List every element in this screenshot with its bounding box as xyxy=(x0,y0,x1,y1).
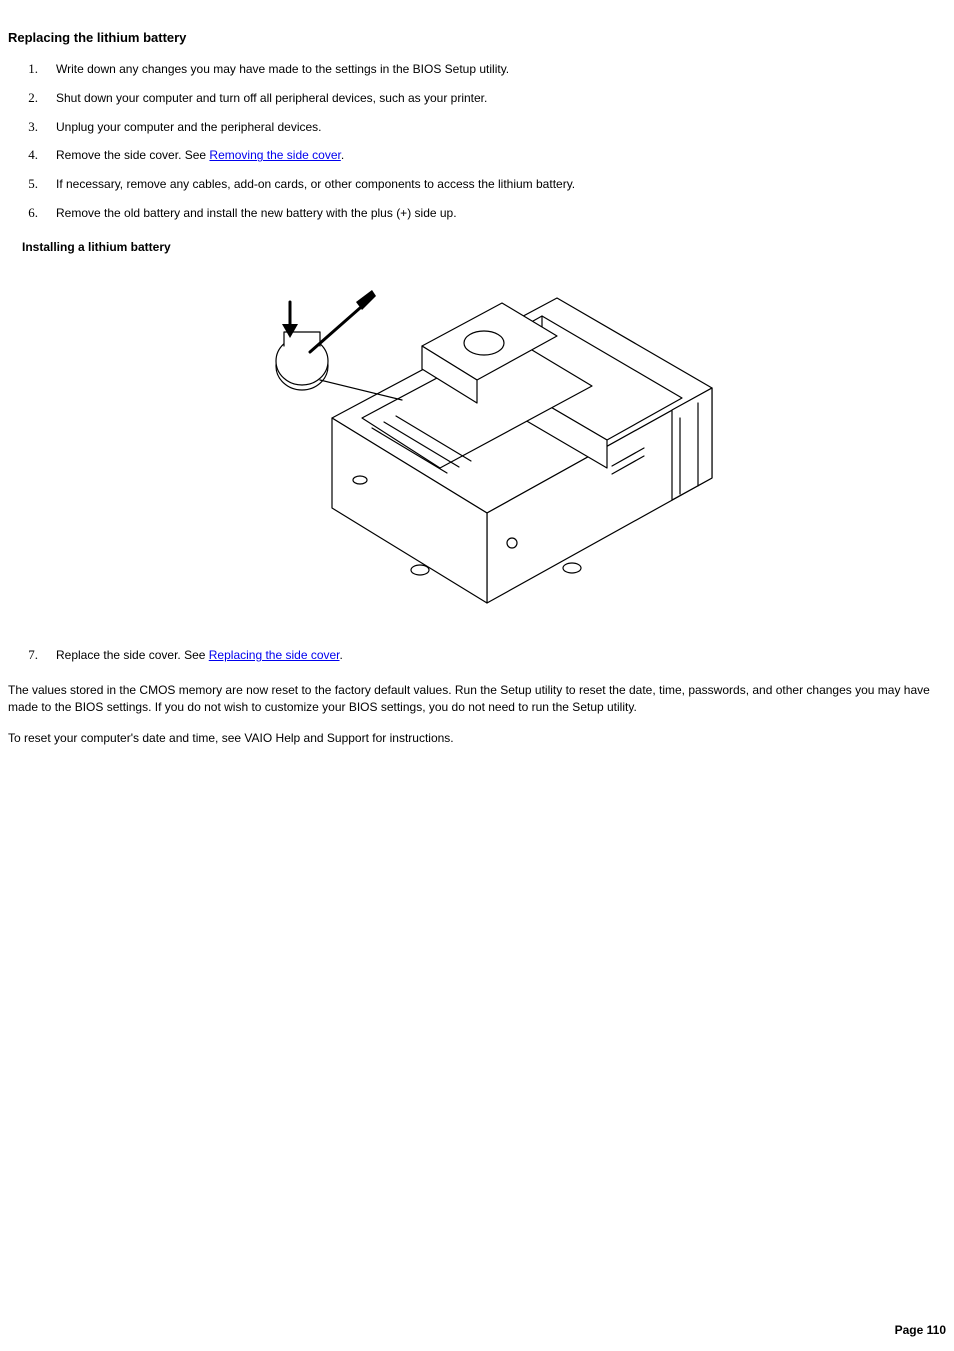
step-number: 3. xyxy=(8,119,56,135)
step-item: 5. If necessary, remove any cables, add-… xyxy=(8,176,946,193)
step-text: Remove the old battery and install the n… xyxy=(56,205,946,222)
step-number: 5. xyxy=(8,176,56,192)
step-item: 1. Write down any changes you may have m… xyxy=(8,61,946,78)
step-text-pre: Remove the side cover. See xyxy=(56,148,209,162)
step-number: 4. xyxy=(8,147,56,163)
step-number: 2. xyxy=(8,90,56,106)
step-text: Unplug your computer and the peripheral … xyxy=(56,119,946,136)
body-paragraph: To reset your computer's date and time, … xyxy=(8,730,946,747)
step-item: 3. Unplug your computer and the peripher… xyxy=(8,119,946,136)
step-text-pre: Replace the side cover. See xyxy=(56,648,209,662)
step-text: Write down any changes you may have made… xyxy=(56,61,946,78)
step-number: 6. xyxy=(8,205,56,221)
step-text: Remove the side cover. See Removing the … xyxy=(56,147,946,164)
step-item: 7. Replace the side cover. See Replacing… xyxy=(8,647,946,664)
step-text: Shut down your computer and turn off all… xyxy=(56,90,946,107)
step-item: 6. Remove the old battery and install th… xyxy=(8,205,946,222)
step-text: If necessary, remove any cables, add-on … xyxy=(56,176,946,193)
figure-container xyxy=(8,268,946,621)
page-number: Page 110 xyxy=(895,1323,946,1337)
document-page: Replacing the lithium battery 1. Write d… xyxy=(0,0,954,1351)
section-heading: Replacing the lithium battery xyxy=(8,30,946,45)
link-removing-side-cover[interactable]: Removing the side cover xyxy=(209,148,340,162)
step-number: 7. xyxy=(8,647,56,663)
step-text: Replace the side cover. See Replacing th… xyxy=(56,647,946,664)
figure-caption: Installing a lithium battery xyxy=(22,240,946,254)
steps-list-part2: 7. Replace the side cover. See Replacing… xyxy=(8,647,946,664)
steps-list-part1: 1. Write down any changes you may have m… xyxy=(8,61,946,222)
step-item: 2. Shut down your computer and turn off … xyxy=(8,90,946,107)
step-number: 1. xyxy=(8,61,56,77)
step-text-post: . xyxy=(340,648,343,662)
step-text-post: . xyxy=(341,148,344,162)
battery-install-figure xyxy=(212,268,742,621)
step-item: 4. Remove the side cover. See Removing t… xyxy=(8,147,946,164)
link-replacing-side-cover[interactable]: Replacing the side cover xyxy=(209,648,340,662)
body-paragraph: The values stored in the CMOS memory are… xyxy=(8,682,946,717)
